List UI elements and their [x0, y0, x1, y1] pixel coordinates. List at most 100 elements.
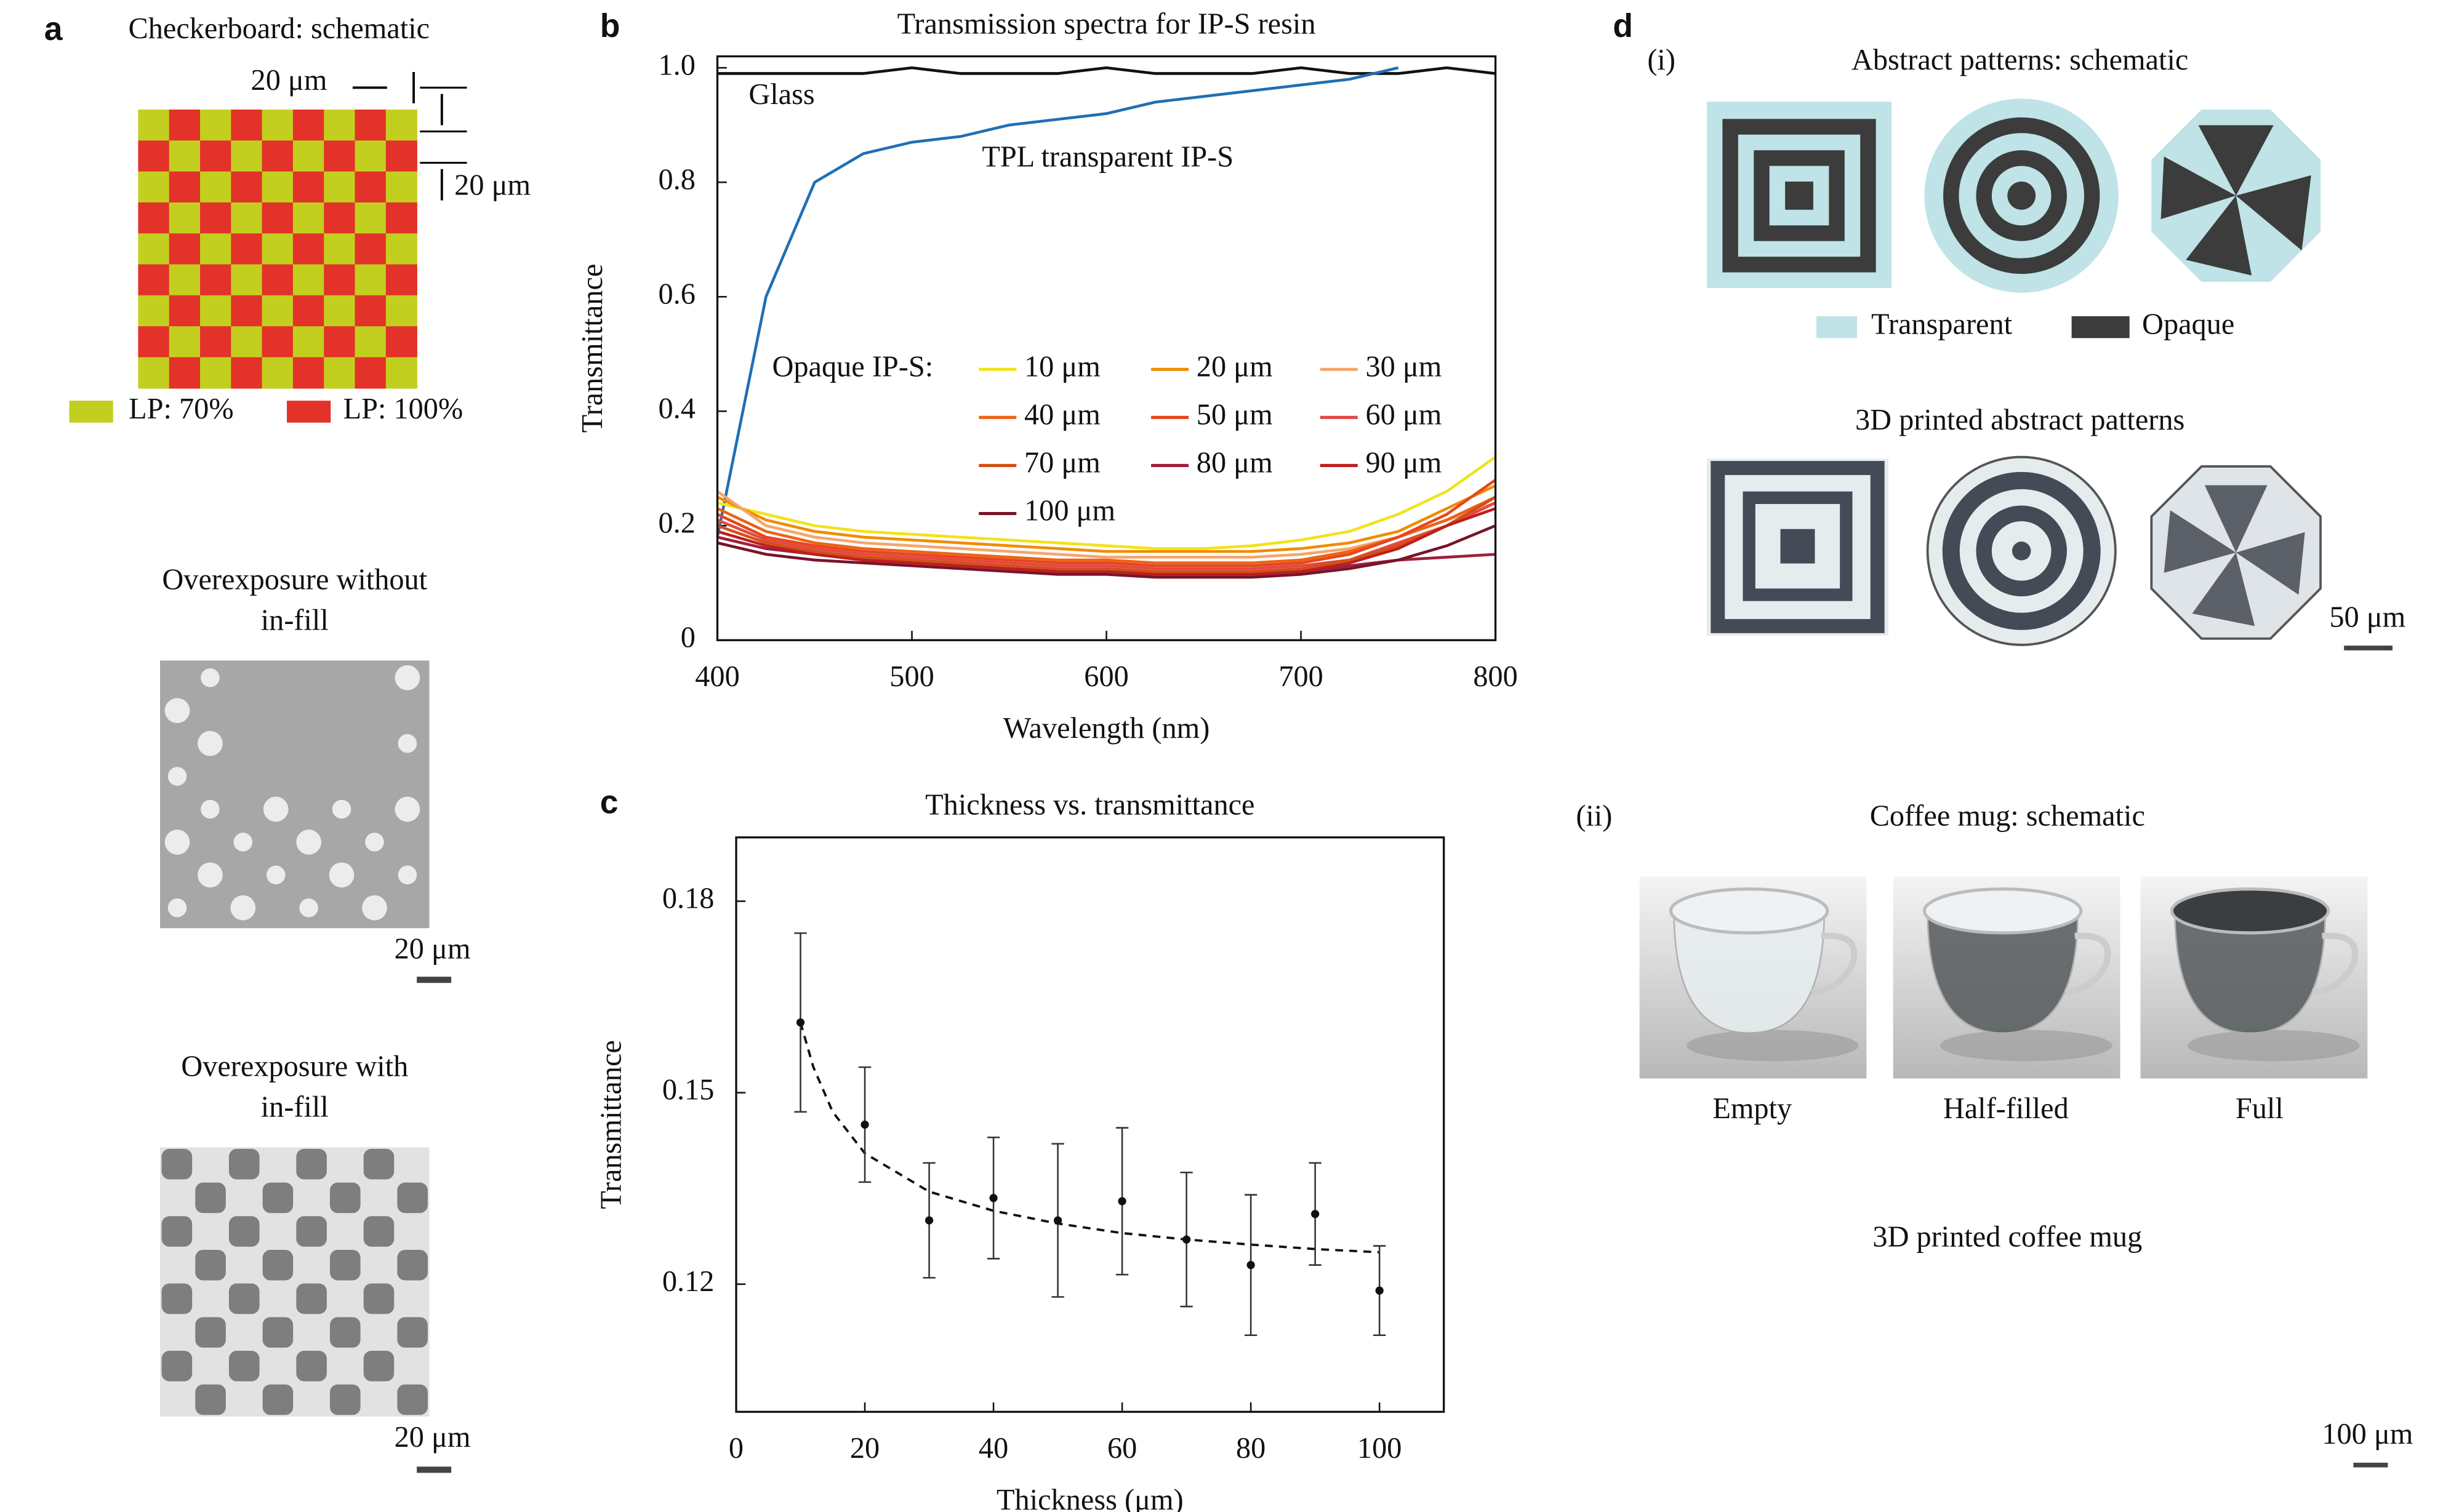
- checker-cell: [231, 326, 263, 358]
- checker-cell: [200, 140, 232, 172]
- checker-cell: [292, 357, 325, 389]
- data-point: [1118, 1197, 1126, 1206]
- checker-cell: [324, 264, 356, 296]
- chart-title: Transmission spectra for IP-S resin: [897, 7, 1316, 40]
- legend-label: 100 μm: [1024, 495, 1115, 527]
- checker-cell: [355, 295, 387, 327]
- legend-swatch: [2071, 316, 2130, 338]
- x-tick-label: 600: [1084, 660, 1128, 693]
- image-cell: [363, 1216, 395, 1247]
- data-line: [716, 455, 1496, 550]
- checker-cell: [324, 326, 356, 358]
- checker-cell: [385, 233, 417, 265]
- checker-cell: [262, 140, 294, 172]
- data-point: [1375, 1286, 1384, 1295]
- image-cell: [161, 1216, 193, 1247]
- legend-label: 40 μm: [1024, 398, 1101, 431]
- x-axis-label: Wavelength (nm): [1003, 712, 1210, 745]
- legend-label: 90 μm: [1366, 447, 1442, 479]
- image-spot: [296, 830, 321, 855]
- checker-cell: [169, 326, 201, 358]
- image-cell: [195, 1182, 226, 1214]
- image-cell: [397, 1182, 428, 1214]
- checker-cell: [262, 233, 294, 265]
- checker-cell: [262, 171, 294, 203]
- checker-cell: [385, 202, 417, 234]
- data-line: [716, 66, 1399, 538]
- micrograph: [160, 1147, 430, 1417]
- checker-cell: [385, 264, 417, 296]
- scale-label: 50 μm: [2329, 601, 2405, 633]
- image-spot: [233, 833, 253, 852]
- checker-cell: [231, 233, 263, 265]
- checker-cell: [355, 171, 387, 203]
- data-line: [716, 495, 1496, 573]
- data-line: [716, 484, 1496, 553]
- image-cell: [262, 1384, 294, 1415]
- image-cell: [262, 1249, 294, 1281]
- image-spot: [299, 898, 318, 918]
- image-cell: [296, 1283, 327, 1314]
- image-cell: [397, 1384, 428, 1415]
- data-point: [989, 1194, 998, 1202]
- x-tick-label: 40: [979, 1432, 1008, 1465]
- y-tick-label: 0.8: [659, 163, 696, 196]
- checker-cell: [292, 295, 325, 327]
- image-label: Empty: [1712, 1092, 1792, 1125]
- mug-renderings: [1639, 876, 2368, 1079]
- image-cell: [195, 1317, 226, 1348]
- image-cell: [296, 1216, 327, 1247]
- image-spot: [198, 730, 223, 756]
- checker-cell: [169, 233, 201, 265]
- data-point: [1182, 1235, 1191, 1244]
- image-spot: [398, 734, 417, 753]
- mug-shadow: [2187, 1030, 2360, 1062]
- checker-cell: [355, 264, 387, 296]
- checker-cell: [292, 140, 325, 172]
- checker-cell: [138, 357, 170, 389]
- y-tick-label: 0.4: [659, 392, 696, 425]
- image-cell: [329, 1249, 361, 1281]
- checker-cell: [231, 202, 263, 234]
- y-tick-label: 1.0: [659, 49, 696, 81]
- checker-cell: [231, 264, 263, 296]
- mug-handle: [2064, 932, 2111, 996]
- legend-swatch: [1816, 316, 1858, 338]
- data-line: [716, 524, 1496, 579]
- x-tick-label: 400: [695, 660, 739, 693]
- image-cell: [363, 1283, 395, 1314]
- checker-cell: [385, 326, 417, 358]
- image-spot: [362, 895, 387, 921]
- image-spot: [198, 862, 223, 888]
- image-cell: [329, 1182, 361, 1214]
- panel-letter: d: [1613, 8, 1633, 44]
- checker-cell: [385, 357, 417, 389]
- fit-line: [799, 1022, 1380, 1254]
- panel-letter: b: [600, 8, 620, 44]
- image-spot: [201, 799, 220, 819]
- legend-label: 70 μm: [1024, 447, 1101, 479]
- mug-shadow: [1940, 1030, 2112, 1062]
- checker-cell: [200, 233, 232, 265]
- legend-label: 60 μm: [1366, 398, 1442, 431]
- image-spot: [365, 833, 384, 852]
- checker-cell: [138, 110, 170, 142]
- legend-label: Opaque: [2142, 308, 2234, 341]
- checker-cell: [169, 171, 201, 203]
- x-tick-label: 700: [1278, 660, 1323, 693]
- checker-cell: [200, 202, 232, 234]
- checker-cell: [355, 110, 387, 142]
- image-cell: [161, 1283, 193, 1314]
- image-cell: [161, 1148, 193, 1180]
- chart-title: Thickness vs. transmittance: [925, 789, 1254, 822]
- checker-cell: [138, 140, 170, 172]
- checker-cell: [262, 110, 294, 142]
- checker-cell: [355, 233, 387, 265]
- data-point: [925, 1216, 934, 1225]
- circle-pattern: [1924, 98, 2119, 293]
- checker-cell: [262, 295, 294, 327]
- image-title: Overexposure without: [162, 563, 427, 596]
- legend-label: LP: 70%: [129, 393, 233, 425]
